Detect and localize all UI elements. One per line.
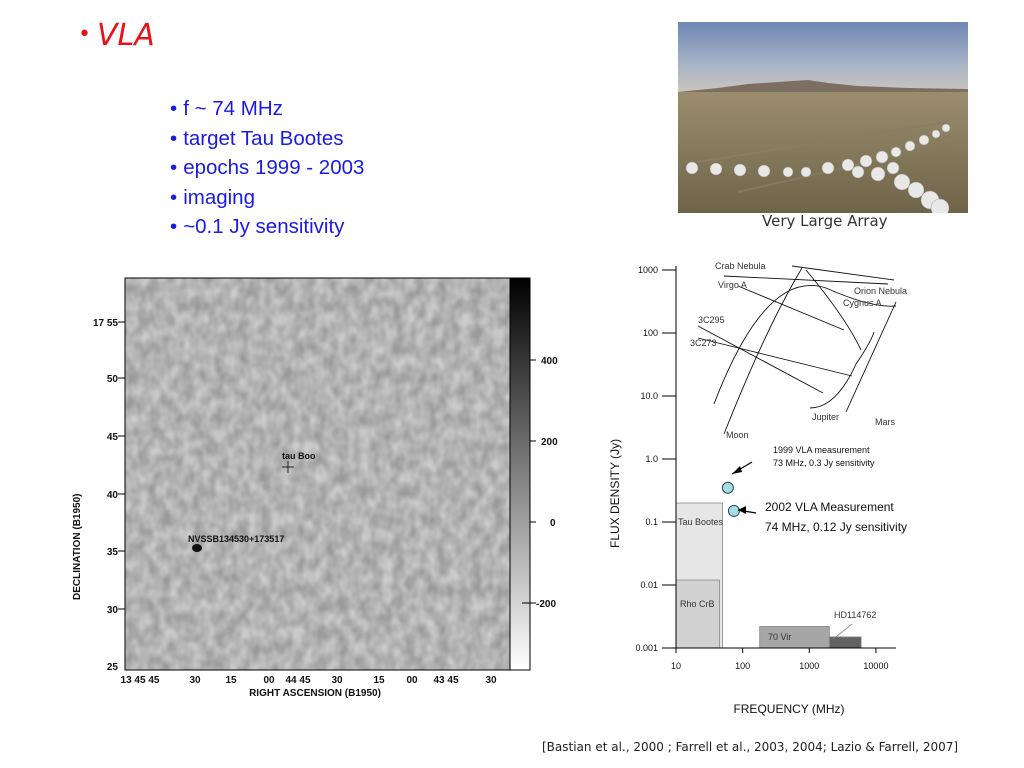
annotation-1999-line1: 1999 VLA measurement <box>773 445 870 455</box>
bullet-list: f ~ 74 MHz target Tau Bootes epochs 1999… <box>170 94 364 242</box>
y-tick-label: 0.01 <box>640 580 658 590</box>
y-tick-label: 30 <box>107 605 119 616</box>
measurement-point-0 <box>721 481 734 494</box>
source-label-mars: Mars <box>875 417 895 427</box>
x-axis-title: FREQUENCY (MHz) <box>733 702 844 716</box>
x-tick-label: 44 45 <box>285 675 310 686</box>
moon-curve <box>723 267 803 435</box>
x-tick-label: 1000 <box>799 661 819 671</box>
x-tick-label: 10 <box>671 661 681 671</box>
crab-nebula-curve <box>723 275 889 285</box>
region-label-rho-crb: Rho CrB <box>680 599 715 609</box>
annotation-arrowhead-1999 <box>732 466 742 474</box>
x-tick-label: 13 45 45 <box>121 675 160 686</box>
x-tick-label: 100 <box>735 661 750 671</box>
y-tick-label: 50 <box>107 374 119 385</box>
bullet-item: target Tau Bootes <box>170 124 364 154</box>
y-tick-label: 0.001 <box>635 643 658 653</box>
source-label-crab-nebula: Crab Nebula <box>715 261 766 271</box>
annotation-arrowhead-2002 <box>738 506 746 514</box>
y-axis-label: DECLINATION (B1950) <box>72 494 83 601</box>
source-curves <box>697 265 897 435</box>
x-tick-label: 00 <box>263 675 275 686</box>
measurement-point-1 <box>727 504 740 517</box>
annotation-2002-line2: 74 MHz, 0.12 Jy sensitivity <box>765 520 907 534</box>
source-blob <box>192 544 202 552</box>
annotation-1999-line2: 73 MHz, 0.3 Jy sensitivity <box>773 458 875 468</box>
photo-caption: Very Large Array <box>762 212 888 230</box>
flux-density-chart: Tau Bootes Rho CrB 70 Vir HD114762 10001… <box>608 261 907 716</box>
y-tick-label: 25 <box>107 662 119 673</box>
colorbar-tick: 200 <box>541 437 558 448</box>
colorbar-tick: 400 <box>541 356 558 367</box>
source-label-moon: Moon <box>726 430 749 440</box>
source-label-jupiter: Jupiter <box>812 412 839 422</box>
bullet-item: epochs 1999 - 2003 <box>170 153 364 183</box>
y-tick-label: 10.0 <box>640 391 658 401</box>
chart-axes: 1000 100 10.0 1.0 0.1 0.01 0.001 10 100 1000 10000 <box>635 265 896 671</box>
region-label-hd114762: HD114762 <box>834 610 876 620</box>
x-tick-label: 30 <box>485 675 497 686</box>
source-label-orion-nebula: Orion Nebula <box>854 286 907 296</box>
x-tick-label: 30 <box>331 675 343 686</box>
bullet-item: ~0.1 Jy sensitivity <box>170 212 364 242</box>
source-label-virgo-a: Virgo A <box>718 280 747 290</box>
jupiter-curve <box>809 331 875 409</box>
x-axis-label: RIGHT ASCENSION (B1950) <box>249 688 381 699</box>
y-tick-label: 1000 <box>638 265 658 275</box>
orion-nebula-curve <box>791 265 895 281</box>
colorbar <box>509 277 531 671</box>
y-axis-title: FLUX DENSITY (Jy) <box>608 439 622 548</box>
colorbar-tick: -200 <box>536 599 556 610</box>
region-label-70-vir: 70 Vir <box>768 632 791 642</box>
y-tick-label: 40 <box>107 490 119 501</box>
title-text: VLA <box>96 18 155 53</box>
virgo-a-curve <box>737 285 845 331</box>
source-label-3c295: 3C295 <box>698 315 725 325</box>
hd114762-pointer <box>831 623 853 641</box>
region-labels: Tau Bootes Rho CrB 70 Vir HD114762 <box>678 517 876 642</box>
mars-curve <box>845 301 897 413</box>
annotation-2002-line1: 2002 VLA Measurement <box>765 500 894 514</box>
colorbar-tick: 0 <box>550 518 556 529</box>
y-tick-label: 45 <box>107 432 119 443</box>
slide-title: • VLA <box>78 18 155 53</box>
target-marker <box>282 461 294 473</box>
y-tick-label: 0.1 <box>645 517 658 527</box>
region-label-tau-bootes: Tau Bootes <box>678 517 724 527</box>
x-tick-label: 00 <box>406 675 418 686</box>
target-label: tau Boo <box>282 451 316 461</box>
source-label-cygnus-a: Cygnus A <box>843 298 882 308</box>
source-label: NVSSB134530+173517 <box>188 534 284 544</box>
bullet-item: imaging <box>170 183 364 213</box>
y-tick-label: 100 <box>643 328 658 338</box>
vla-photo <box>678 22 968 218</box>
y-tick-label: 1.0 <box>645 454 658 464</box>
3c273-curve <box>697 337 853 377</box>
x-tick-label: 15 <box>373 675 385 686</box>
y-tick-label: 35 <box>107 547 119 558</box>
orion-nebula-curve-2 <box>805 269 862 351</box>
x-tick-label: 15 <box>225 675 237 686</box>
bullet-item: f ~ 74 MHz <box>170 94 364 124</box>
y-tick-label: 17 55 <box>93 318 118 329</box>
x-tick-label: 30 <box>189 675 201 686</box>
3c295-curve <box>697 325 824 394</box>
source-label-3c273: 3C273 <box>690 338 717 348</box>
citation: [Bastian et al., 2000 ; Farrell et al., … <box>542 740 959 754</box>
cygnus-a-curve <box>713 285 897 405</box>
radio-map: tau Boo NVSSB134530+173517 17 55 50 45 4… <box>72 277 558 699</box>
title-bullet: • <box>78 22 91 47</box>
x-tick-label: 43 45 <box>433 675 458 686</box>
vla-photo-image <box>678 22 968 218</box>
x-tick-label: 10000 <box>863 661 888 671</box>
map-noise <box>125 278 510 670</box>
region-rho-crb <box>675 579 720 649</box>
